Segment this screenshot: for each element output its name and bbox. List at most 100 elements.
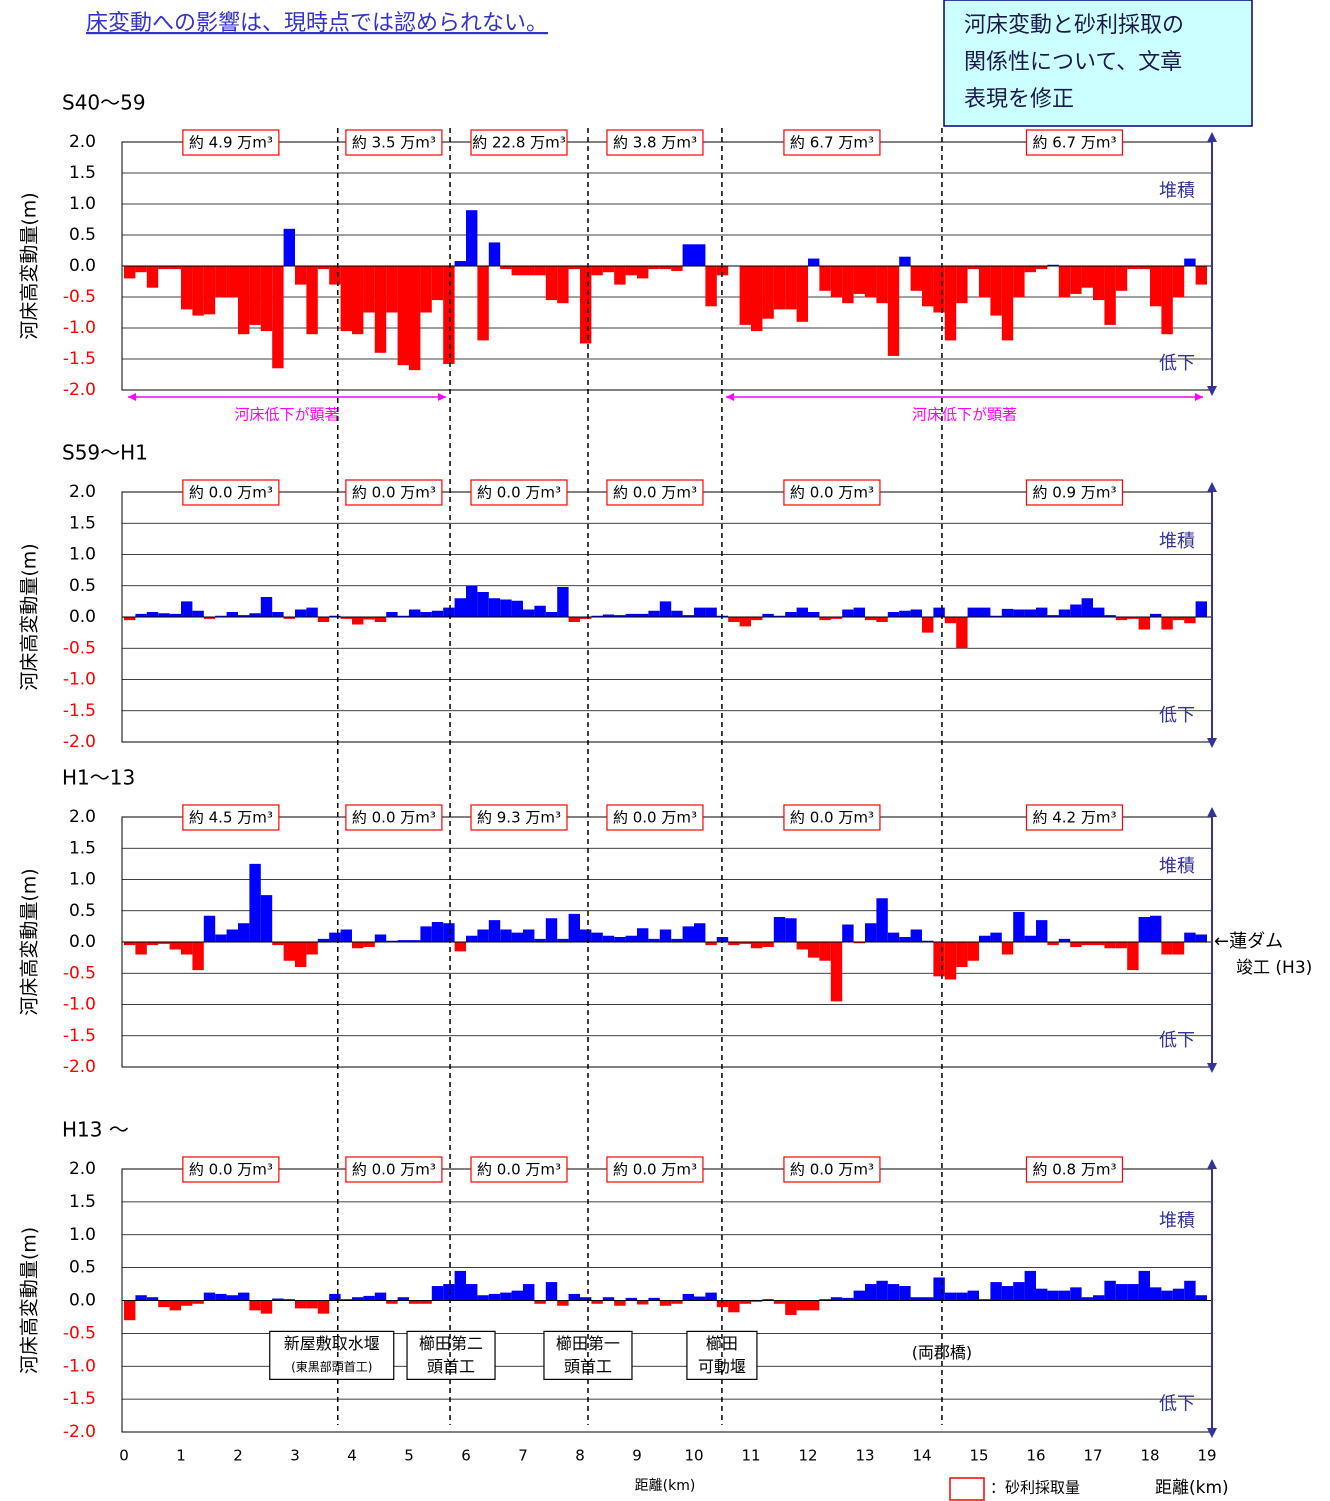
y-tick-label: 2.0	[69, 482, 96, 502]
bar	[352, 942, 364, 949]
y-tick-label: 0.0	[69, 932, 96, 952]
y-tick-label: -0.5	[63, 638, 96, 658]
bar	[1195, 934, 1207, 942]
bar	[295, 1300, 307, 1309]
arrow-head	[1207, 807, 1217, 817]
bar	[1115, 942, 1128, 949]
bar	[545, 612, 558, 617]
bar	[374, 617, 387, 622]
x-tick-label: 1	[176, 1447, 186, 1465]
gravel-label: 約 3.5 万m³	[352, 134, 436, 152]
bar	[944, 266, 957, 341]
bar	[1093, 1295, 1105, 1301]
bar	[1001, 608, 1014, 617]
bar	[1172, 617, 1185, 621]
bar	[580, 617, 592, 619]
gravel-box	[606, 479, 704, 506]
y-tick-label: 1.0	[69, 870, 96, 890]
down-label: 低下	[1159, 705, 1195, 726]
gravel-box	[1025, 129, 1124, 156]
gravel-box	[783, 804, 881, 831]
bar	[386, 940, 398, 942]
bar	[819, 266, 831, 291]
bar	[420, 926, 432, 942]
bar	[557, 938, 569, 942]
bar	[625, 613, 637, 617]
bar	[910, 266, 922, 291]
gravel-label: 約 0.0 万m³	[790, 1161, 874, 1179]
bar	[1161, 942, 1173, 955]
bar	[146, 1297, 159, 1301]
x-tick-label: 15	[969, 1447, 988, 1465]
y-tick-label: -0.5	[63, 963, 96, 983]
gravel-box	[470, 479, 568, 506]
bar	[260, 266, 273, 332]
bar	[637, 266, 649, 279]
bar	[682, 1293, 694, 1301]
bar	[181, 1300, 193, 1306]
trend-label: 河床低下が顕著	[235, 406, 340, 424]
bar	[295, 942, 307, 967]
bar	[990, 266, 1002, 316]
gravel-box	[783, 1156, 881, 1183]
bar	[1047, 942, 1059, 946]
bar	[659, 266, 672, 270]
bar	[1150, 613, 1162, 617]
bar	[215, 266, 227, 297]
bar	[431, 1286, 444, 1301]
bar	[1127, 1284, 1139, 1301]
bar	[511, 1290, 523, 1301]
bar	[1195, 266, 1207, 285]
note-box	[943, 0, 1253, 127]
bar	[192, 610, 204, 617]
bar	[363, 1295, 375, 1301]
bar	[705, 1292, 717, 1301]
bar	[283, 942, 295, 961]
y-axis-label: 河床高変動量(m)	[19, 1227, 41, 1374]
bar	[386, 1300, 398, 1304]
bar	[431, 922, 444, 942]
bar	[1093, 607, 1105, 617]
bar	[454, 942, 466, 952]
bar	[260, 895, 273, 942]
bar	[534, 938, 546, 942]
bar	[1036, 1288, 1048, 1301]
bar	[374, 266, 387, 353]
bar	[956, 617, 968, 649]
bar	[272, 942, 284, 946]
bar	[1024, 266, 1036, 273]
gravel-label: 約 0.0 万m³	[189, 1161, 273, 1179]
bar	[979, 1299, 991, 1301]
bar	[739, 266, 751, 325]
bar	[203, 1292, 216, 1301]
bar	[922, 1297, 934, 1301]
bar	[523, 609, 535, 617]
x-axis-label: 距離(km)	[635, 1477, 696, 1494]
bar	[124, 266, 136, 279]
bar	[785, 266, 797, 310]
panel-title: S40～59	[62, 91, 146, 115]
bar	[534, 1300, 546, 1304]
bar	[671, 610, 683, 617]
bar	[352, 266, 364, 335]
gravel-box	[345, 479, 443, 506]
y-tick-label: -1.0	[63, 318, 96, 338]
y-axis-label: 河床高変動量(m)	[19, 543, 41, 690]
gravel-label: 約 0.0 万m³	[352, 484, 436, 502]
bar	[181, 601, 193, 617]
bar	[1001, 1286, 1014, 1301]
x-tick-label: 12	[798, 1447, 817, 1465]
bar	[397, 940, 409, 942]
bar	[785, 1300, 797, 1315]
bar	[1047, 264, 1059, 266]
gravel-label: 約 4.9 万m³	[189, 134, 273, 152]
bar	[933, 266, 945, 313]
bar	[1047, 1290, 1059, 1301]
bar	[477, 1295, 489, 1301]
bar	[169, 266, 181, 270]
bar	[1161, 266, 1173, 335]
bar	[329, 1293, 341, 1301]
bar	[967, 266, 979, 270]
bar	[1115, 266, 1128, 291]
bar	[226, 266, 238, 297]
